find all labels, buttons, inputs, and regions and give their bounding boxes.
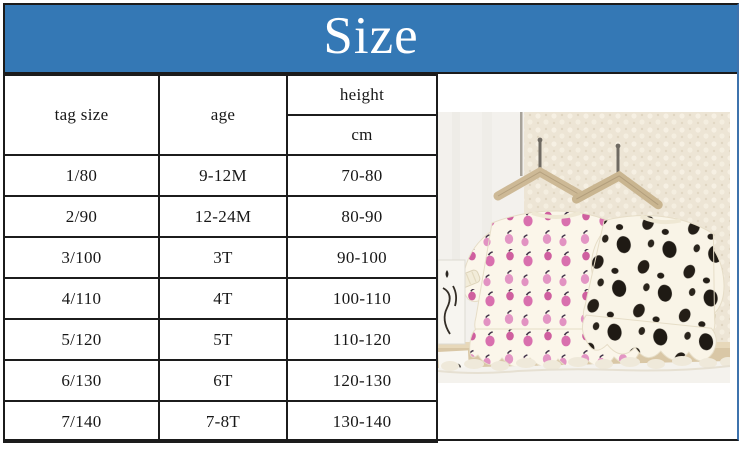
cell-tag-size: 3/100 bbox=[3, 236, 160, 279]
header-unit-cm: cm bbox=[286, 114, 438, 156]
right-hanger bbox=[571, 170, 663, 210]
banner-title: Size bbox=[323, 7, 419, 65]
table-row: 6/130 6T 120-130 bbox=[3, 359, 438, 402]
sign-sketch-lines bbox=[442, 285, 458, 335]
cell-tag-size: 4/110 bbox=[3, 277, 160, 320]
polka-dress-ruffle bbox=[581, 314, 717, 362]
size-banner: Size bbox=[3, 3, 739, 74]
cell-height: 100-110 bbox=[286, 277, 438, 320]
table-row: 3/100 3T 90-100 bbox=[3, 236, 438, 279]
table-header-unit-row: cm bbox=[4, 114, 438, 156]
cell-age: 12-24M bbox=[158, 195, 288, 238]
table-row: 5/120 5T 110-120 bbox=[3, 318, 438, 361]
polka-dot-dress bbox=[581, 214, 725, 362]
table-row: 4/110 4T 100-110 bbox=[3, 277, 438, 320]
header-tag-size: tag size bbox=[3, 74, 160, 156]
cell-age: 6T bbox=[158, 359, 288, 402]
cell-height: 80-90 bbox=[286, 195, 438, 238]
header-age: age bbox=[158, 74, 288, 156]
cell-age: 5T bbox=[158, 318, 288, 361]
cell-age: 7-8T bbox=[158, 400, 288, 443]
cell-tag-size: 5/120 bbox=[3, 318, 160, 361]
photo-sign-card: ze bbox=[438, 259, 470, 379]
table-row: 1/80 9-12M 70-80 bbox=[3, 154, 438, 197]
cell-tag-size: 2/90 bbox=[3, 195, 160, 238]
sign-sketch bbox=[445, 270, 449, 278]
table-header-row: tag size age height bbox=[3, 74, 438, 156]
cell-age: 4T bbox=[158, 277, 288, 320]
cell-tag-size: 7/140 bbox=[3, 400, 160, 443]
table-row: 2/90 12-24M 80-90 bbox=[3, 195, 438, 238]
left-hanger bbox=[493, 166, 587, 201]
size-table: tag size age height cm 1/80 9-12M 70-80 … bbox=[3, 74, 438, 443]
strawberry-dress-neck-rib bbox=[531, 211, 581, 219]
product-photo: ze bbox=[438, 112, 730, 383]
product-photo-illustration: ze bbox=[438, 112, 730, 383]
cell-tag-size: 1/80 bbox=[3, 154, 160, 197]
cell-height: 90-100 bbox=[286, 236, 438, 279]
cell-tag-size: 6/130 bbox=[3, 359, 160, 402]
polka-dress-neck-rib bbox=[639, 214, 682, 225]
cell-height: 110-120 bbox=[286, 318, 438, 361]
cell-height: 120-130 bbox=[286, 359, 438, 402]
cell-height: 70-80 bbox=[286, 154, 438, 197]
header-height: height bbox=[286, 74, 438, 116]
cell-age: 9-12M bbox=[158, 154, 288, 197]
cell-age: 3T bbox=[158, 236, 288, 279]
table-row: 7/140 7-8T 130-140 bbox=[3, 400, 438, 443]
lace-trim bbox=[438, 356, 730, 383]
cell-height: 130-140 bbox=[286, 400, 438, 443]
